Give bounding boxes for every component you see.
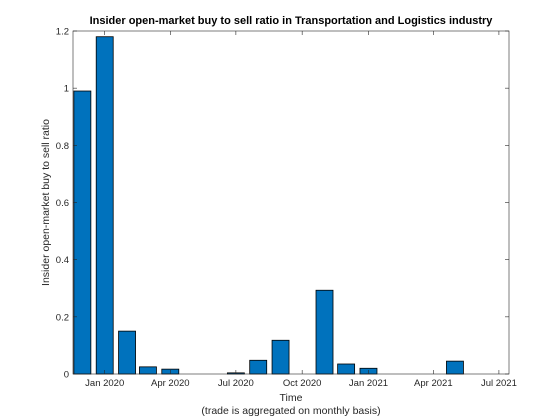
bar (73, 90, 92, 375)
y-axis-label: Insider open-market buy to sell ratio (40, 119, 52, 286)
y-tick-label: 0 (64, 370, 69, 381)
bar (249, 359, 268, 375)
x-tick-label: Jul 2021 (481, 378, 517, 389)
x-tick-label: Jan 2020 (85, 378, 124, 389)
x-tick-label: Jan 2021 (349, 378, 388, 389)
bar (139, 366, 157, 375)
x-axis-ticks: Jan 2020 Apr 2020 Jul 2020 Oct 2020 Jan 2021… (85, 31, 517, 389)
y-tick-label: 0.8 (56, 141, 69, 152)
x-axis-label: Time (280, 392, 303, 404)
y-tick-label: 0.4 (56, 255, 69, 266)
y-tick-label: 1 (64, 84, 69, 95)
bar (95, 36, 114, 375)
x-tick-label: Apr 2021 (414, 378, 453, 389)
chart-title: Insider open-market buy to sell ratio in… (90, 15, 494, 27)
x-tick-label: Jul 2020 (218, 378, 254, 389)
y-tick-label: 0.6 (56, 198, 69, 209)
x-tick-label: Apr 2020 (151, 378, 190, 389)
y-tick-label: 1.2 (56, 27, 69, 38)
bar (271, 339, 290, 375)
y-axis-ticks: 0 0.2 0.4 0.6 0.8 1 1.2 (56, 27, 509, 381)
x-tick-label: Oct 2020 (283, 378, 322, 389)
bar (315, 289, 334, 375)
y-tick-label: 0.2 (56, 312, 69, 323)
bar (446, 360, 464, 375)
x-axis-note: (trade is aggregated on monthly basis) (201, 405, 380, 417)
bar (118, 330, 136, 375)
bar (337, 363, 356, 375)
